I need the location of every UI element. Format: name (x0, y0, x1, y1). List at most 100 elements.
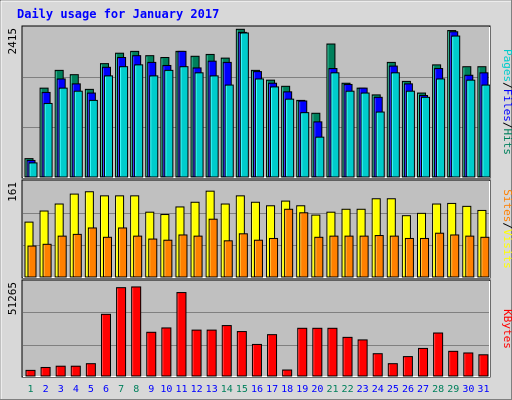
kbytes-bar (236, 331, 247, 377)
sites-bar (269, 237, 279, 278)
sites-bar (329, 235, 339, 278)
chart-title: Daily usage for January 2017 (17, 7, 219, 21)
day-label: 24 (372, 384, 384, 395)
day-label: 7 (118, 384, 124, 395)
sites-bar (420, 237, 430, 278)
day-label: 22 (342, 384, 354, 395)
day-label: 25 (387, 384, 399, 395)
day-label: 11 (175, 384, 187, 395)
hits-bar (330, 72, 340, 178)
hits-bar (209, 75, 219, 178)
sites-bar (148, 238, 158, 278)
middle-axis-label: Sites/Visits (501, 189, 512, 269)
hits-bar (119, 66, 129, 178)
middle-panel-ymax-label: 161 (6, 182, 19, 202)
middle-axis-label-part: Sites (501, 189, 512, 222)
day-label: 30 (462, 384, 474, 395)
kbytes-bar (372, 353, 383, 377)
sites-bar (118, 227, 128, 278)
sites-bar (87, 227, 97, 278)
hits-bar (390, 72, 400, 178)
day-label: 26 (402, 384, 414, 395)
day-label: 20 (311, 384, 323, 395)
hits-bar (451, 35, 461, 178)
hits-bar (194, 72, 204, 178)
kbytes-bar (448, 350, 459, 377)
sites-bar (42, 243, 52, 278)
day-label: 3 (58, 384, 64, 395)
top-axis-label-part: Hits (501, 129, 512, 156)
kbytes-bar (282, 369, 293, 377)
hits-bar (481, 84, 491, 178)
day-label: 10 (160, 384, 172, 395)
day-label: 2 (43, 384, 49, 395)
top-axis-label-part: / (501, 82, 512, 89)
kbytes-bar (463, 352, 474, 377)
bottom-panel-ymax-label: 51265 (6, 282, 19, 315)
sites-bar (178, 234, 188, 278)
hits-bar (315, 136, 325, 178)
kbytes-bar (327, 327, 338, 377)
kbytes-bar (478, 354, 489, 377)
kbytes-bar (176, 292, 187, 377)
hits-bar (436, 78, 446, 178)
kbytes-bar (387, 363, 398, 377)
kbytes-bar (25, 369, 36, 377)
hits-bar (345, 90, 355, 178)
sites-bar (57, 235, 67, 278)
sites-bar (102, 236, 112, 278)
hits-bar (466, 79, 476, 178)
kbytes-bar (100, 313, 111, 377)
bottom-axis-label: KBytes (501, 309, 512, 349)
sites-bar (193, 235, 203, 278)
kbytes-bar (267, 334, 278, 377)
kbytes-bar (131, 286, 142, 377)
kbytes-bar (191, 329, 202, 377)
hits-bar (149, 75, 159, 178)
hits-bar (164, 69, 174, 178)
day-label: 14 (221, 384, 233, 395)
top-axis-label-part: Files (501, 89, 512, 122)
day-label: 13 (206, 384, 218, 395)
day-label: 12 (191, 384, 203, 395)
day-label: 29 (447, 384, 459, 395)
sites-bar (238, 233, 248, 278)
middle-axis-label-part: Visits (501, 229, 512, 269)
sites-bar (404, 237, 414, 278)
kbytes-bar (161, 327, 172, 377)
top-axis-label-part: / (501, 122, 512, 129)
top-axis-label: Pages/Files/Hits (501, 49, 512, 155)
hits-bar (300, 112, 310, 178)
day-label: 18 (281, 384, 293, 395)
day-label: 23 (357, 384, 369, 395)
day-label: 28 (432, 384, 444, 395)
hits-bar (28, 162, 38, 178)
day-label: 21 (326, 384, 338, 395)
hits-bar (360, 92, 370, 178)
kbytes-bar (221, 325, 232, 377)
kbytes-bar (40, 366, 51, 377)
bottom-axis-label-part: KBytes (501, 309, 512, 349)
day-label: 8 (133, 384, 139, 395)
day-label: 15 (236, 384, 248, 395)
hits-bar (239, 32, 249, 178)
hits-bar (73, 90, 83, 178)
sites-bar (374, 235, 384, 278)
kbytes-bar (146, 331, 157, 377)
kbytes-bar (116, 287, 127, 377)
sites-bar (133, 235, 143, 278)
hits-bar (43, 102, 53, 178)
top-axis-label-part: Pages (501, 49, 512, 82)
kbytes-bar (418, 347, 429, 377)
hits-bar (58, 87, 68, 178)
sites-bar (284, 208, 294, 278)
day-label: 5 (88, 384, 94, 395)
sites-bar (465, 235, 475, 278)
hits-bar (421, 96, 431, 178)
sites-bar (163, 239, 173, 278)
sites-bar (27, 245, 37, 278)
kbytes-bar (70, 365, 81, 377)
sites-bar (253, 239, 263, 278)
